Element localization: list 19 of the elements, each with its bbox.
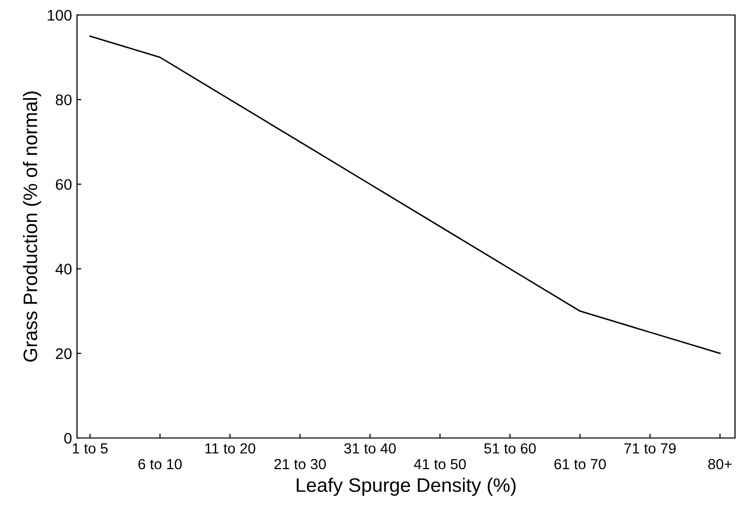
x-axis-title: Leafy Spurge Density (%) — [296, 478, 516, 496]
x-tick-label: 80+ — [708, 458, 732, 470]
x-tick-label: 51 to 60 — [484, 443, 536, 454]
y-tick-label: 80 — [56, 94, 72, 106]
x-tick-label: 31 to 40 — [344, 443, 396, 454]
y-tick-label: 40 — [56, 264, 72, 274]
y-tick-label: 20 — [56, 348, 72, 360]
x-tick-label: 41 to 50 — [414, 458, 466, 470]
x-tick-label: 71 to 79 — [624, 443, 676, 454]
y-tick-label: 100 — [48, 10, 72, 21]
y-tick-label: 60 — [56, 179, 72, 190]
y-tick-label: 0 — [64, 432, 72, 444]
x-tick-label: 1 to 5 — [72, 443, 108, 454]
x-tick-label: 6 to 10 — [138, 458, 182, 470]
line-series — [89, 35, 721, 354]
x-tick-label: 61 to 70 — [554, 458, 606, 470]
x-tick-label: 21 to 30 — [274, 458, 326, 470]
y-axis-title: Grass Production (% of normal) — [22, 92, 42, 362]
x-tick-label: 11 to 20 — [205, 443, 256, 454]
